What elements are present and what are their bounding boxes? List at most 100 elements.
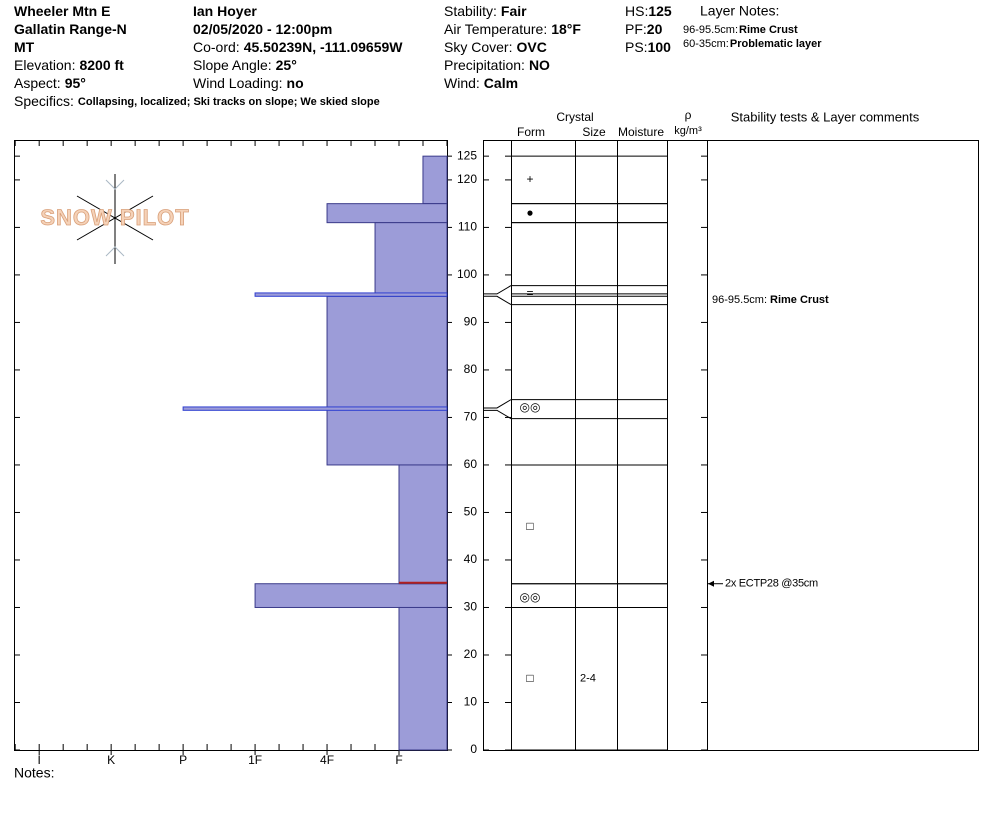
field: Specifics: Collapsing, localized; Ski tra… [14,93,380,109]
field: MT [14,39,35,55]
hardness-layer [374,222,448,295]
y-tick-label: 0 [470,742,477,756]
logo-text: SNOW PILOT [40,205,189,230]
field: Sky Cover: OVC [444,39,547,55]
notes-label: Notes: [14,765,54,781]
layer-connector [483,409,512,420]
column-header: Moisture [618,125,664,139]
hardness-layer [398,606,448,751]
field-value: Fair [501,3,527,19]
y-tick-label: 10 [464,695,478,709]
field-value: 125 [648,3,672,19]
column-header: Stability tests & Layer comments [731,109,920,124]
field: 60-35cm:Problematic layer [683,38,822,50]
field: PS:100 [625,39,671,55]
x-tick-label: I [38,753,41,767]
layer-notes-title: Layer Notes: [700,3,779,19]
field-value: Gallatin Range-N [14,21,127,37]
column-header: Form [517,125,545,139]
y-tick-label: 80 [464,362,478,376]
x-tick-label: F [395,753,402,767]
hardness-layer [326,295,448,466]
grain-form: □ [526,519,533,533]
field-label: Stability: [444,3,497,19]
x-tick-label: K [107,753,115,767]
field-value: Collapsing, localized; Ski tracks on slo… [78,96,380,108]
field: Ian Hoyer [193,3,257,19]
field: PF:20 [625,21,663,37]
field-value: NO [529,57,550,73]
hardness-layer [422,155,448,205]
field: Aspect: 95° [14,75,86,91]
field-value: Wheeler Mtn E [14,3,110,19]
x-tick-label: 4F [320,753,334,767]
test-arrowhead [708,580,714,587]
field: Wind Loading: no [193,75,304,91]
comment-label: 96-95.5cm: [712,294,767,306]
field-value: OVC [516,39,546,55]
hardness-layer [254,292,448,297]
field-label: PS: [625,39,648,55]
field-value: Ian Hoyer [193,3,257,19]
field-label: HS: [625,3,648,19]
y-tick-label: 30 [464,600,478,614]
grain-form: = [526,286,533,300]
layer-connector [483,295,512,306]
column-header: ρ [685,108,692,122]
grain-size: 2-4 [580,673,596,685]
hardness-layer [182,406,448,411]
field-value: 18°F [551,21,581,37]
field: Gallatin Range-N [14,21,127,37]
field-label: 96-95.5cm: [683,24,738,36]
field-label: Specifics: [14,93,74,109]
field-label: Elevation: [14,57,75,73]
field-label: Aspect: [14,75,61,91]
field: Air Temperature: 18°F [444,21,581,37]
field-value: Calm [484,75,518,91]
field-value: 20 [647,21,663,37]
y-tick-label: 60 [464,457,478,471]
field-label: Co-ord: [193,39,240,55]
column-header: kg/m³ [674,125,702,137]
grain-form: ● [526,205,533,219]
field: Slope Angle: 25° [193,57,297,73]
field: Elevation: 8200 ft [14,57,124,73]
hardness-layer [398,464,448,585]
field: 02/05/2020 - 12:00pm [193,21,332,37]
y-tick-label: 50 [464,505,478,519]
field-label: Wind: [444,75,480,91]
grain-form: ◎◎ [520,590,541,604]
field-label: Precipitation: [444,57,525,73]
field-label: PF: [625,21,647,37]
field-label: Slope Angle: [193,57,272,73]
y-tick-label: 90 [464,315,478,329]
layer-connector [483,399,512,409]
field-value: 8200 ft [79,57,124,73]
field-value: 95° [65,75,86,91]
field: Stability: Fair [444,3,527,19]
column-header: Size [582,125,606,139]
layer-comment: 96-95.5cm: Rime Crust [712,294,829,306]
field-value: Problematic layer [730,38,822,50]
y-tick-label: 40 [464,552,478,566]
grain-form: + [526,172,533,186]
field-value: 100 [648,39,672,55]
grain-form: ◎◎ [520,400,541,414]
y-tick-label: 20 [464,647,478,661]
field: Precipitation: NO [444,57,550,73]
strat-frame [483,140,979,751]
field: HS:125 [625,3,672,19]
field-value: MT [14,39,35,55]
field-value: 25° [276,57,297,73]
x-tick-label: 1F [248,753,262,767]
field-value: no [287,75,304,91]
y-tick-label: 125 [457,148,477,162]
grain-form: □ [526,671,533,685]
field: Wheeler Mtn E [14,3,110,19]
x-tick-label: P [179,753,187,767]
field-value: Rime Crust [739,24,798,36]
y-tick-label: 100 [457,267,477,281]
field-label: Wind Loading: [193,75,283,91]
field-value: 45.50239N, -111.09659W [244,39,404,55]
column-header: Crystal [556,110,593,124]
